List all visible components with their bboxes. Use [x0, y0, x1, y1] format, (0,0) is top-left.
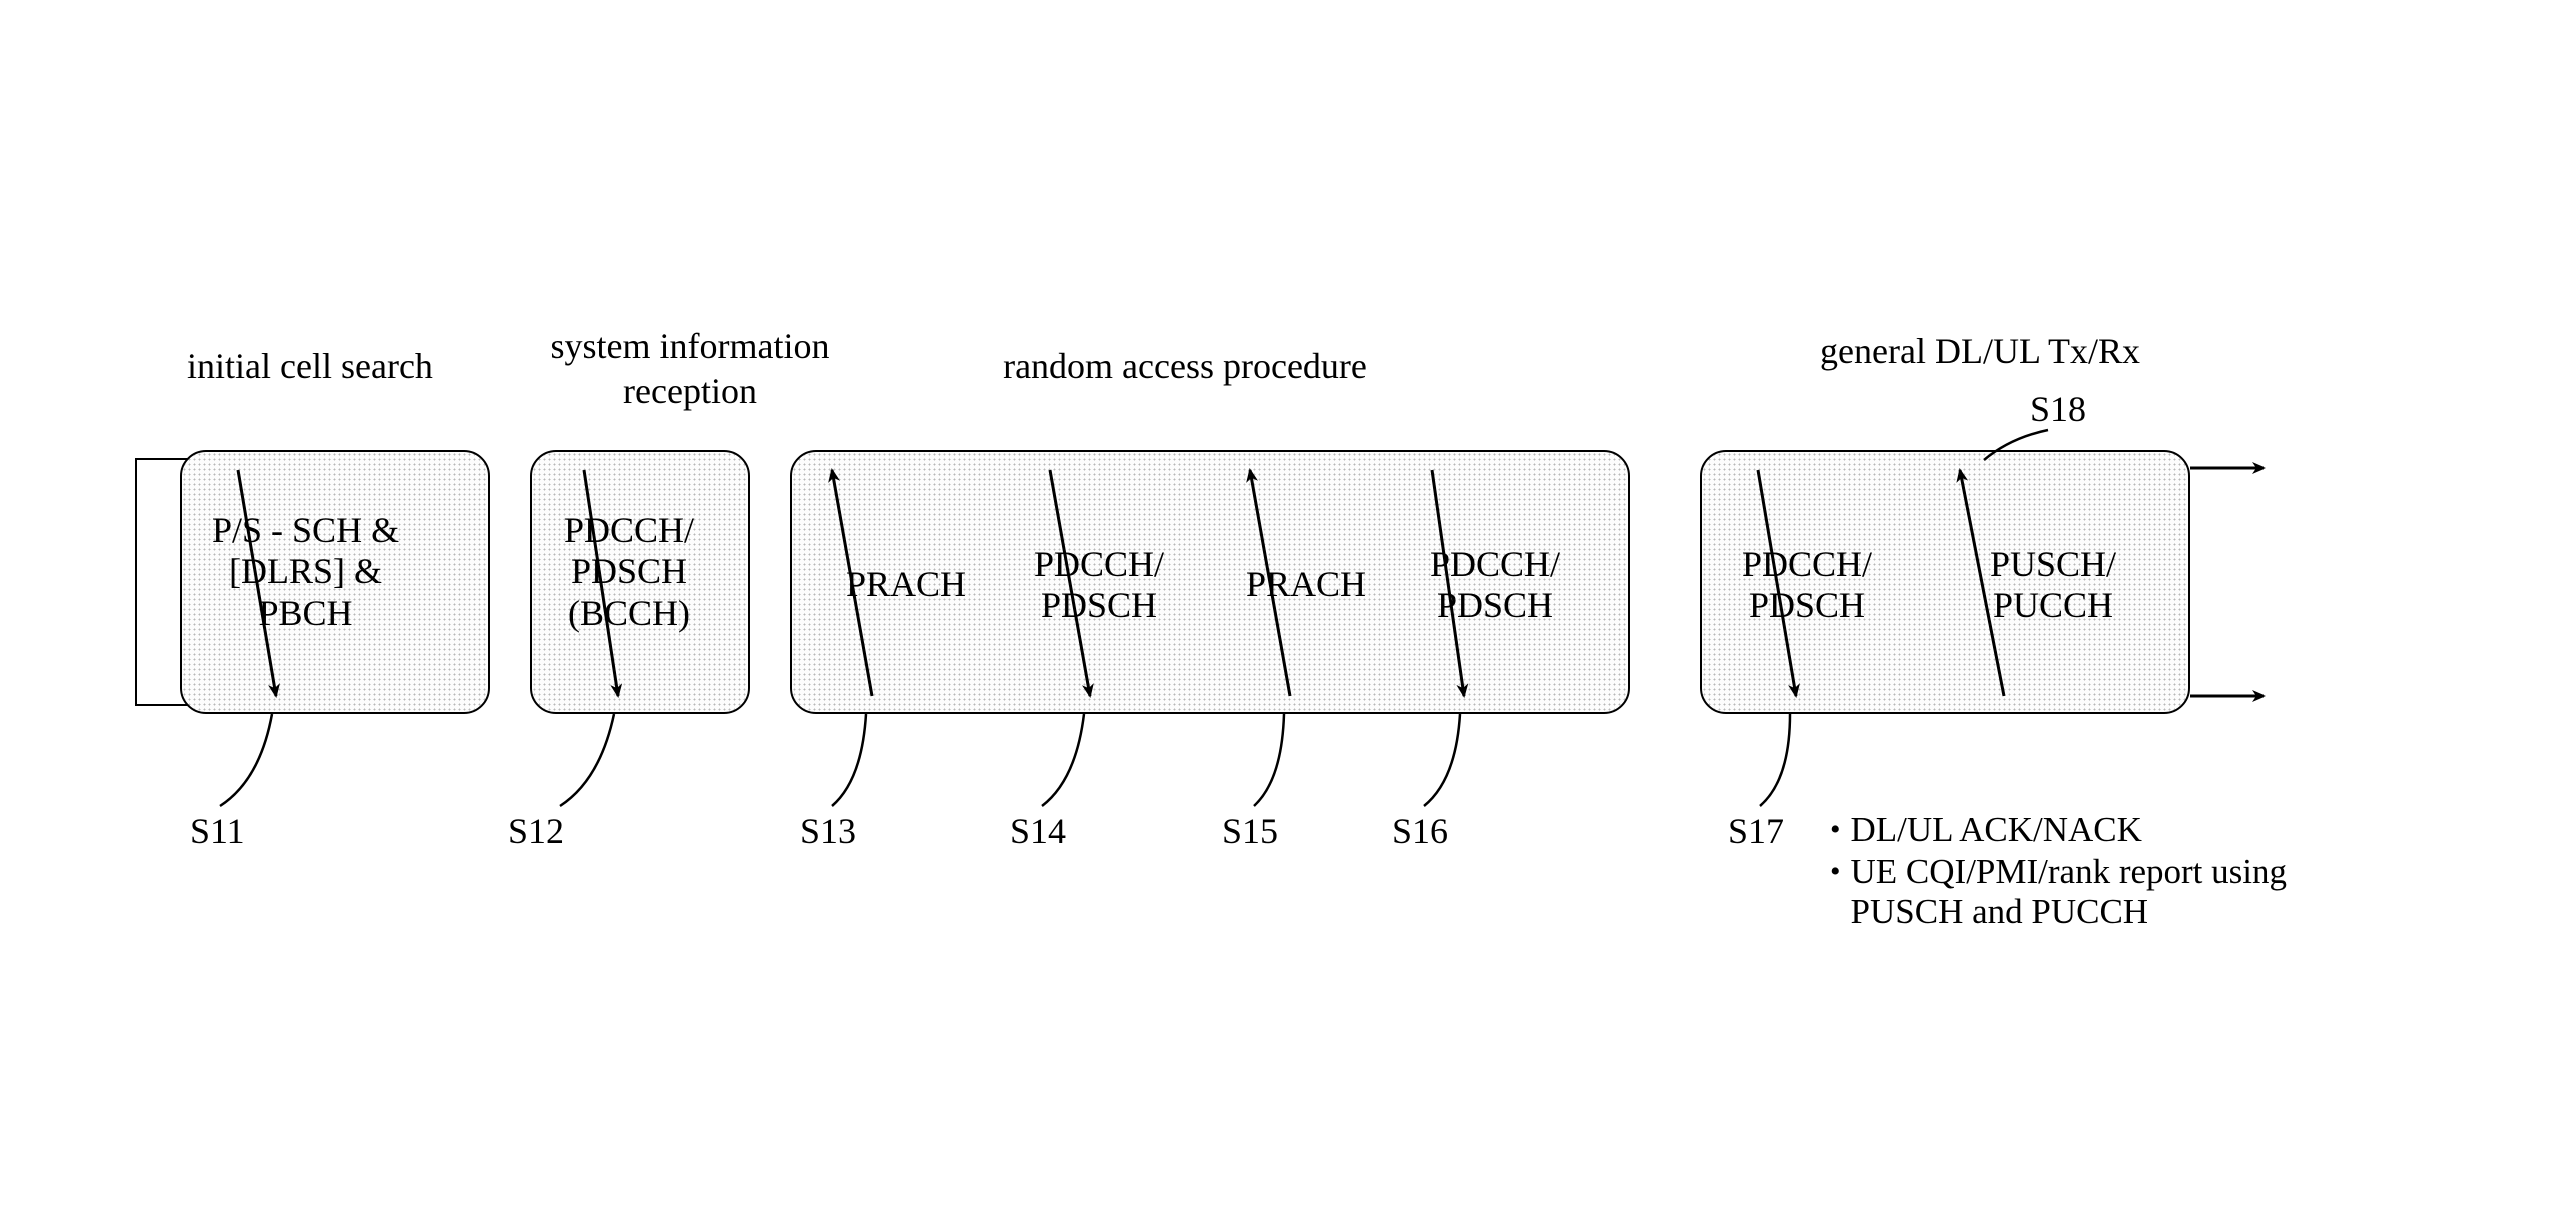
- label-s12: S12: [508, 810, 564, 852]
- hook-s16: [1424, 714, 1460, 806]
- block3-seg1-text: PDCCH/ PDSCH: [1034, 544, 1164, 627]
- block4-seg0-text: PDCCH/ PDSCH: [1742, 544, 1872, 627]
- title-system-info-line1: system information: [520, 325, 860, 367]
- label-s15: S15: [1222, 810, 1278, 852]
- bullet-1: UE CQI/PMI/rank report using PUSCH and P…: [1851, 852, 2287, 932]
- hook-s15: [1254, 714, 1284, 806]
- hook-s13: [832, 714, 866, 806]
- block3-seg0-text: PRACH: [846, 564, 966, 605]
- label-s13: S13: [800, 810, 856, 852]
- label-s17: S17: [1728, 810, 1784, 852]
- bullet-list: • DL/UL ACK/NACK • UE CQI/PMI/rank repor…: [1830, 810, 2287, 934]
- title-initial-cell-search: initial cell search: [160, 345, 460, 387]
- label-s18: S18: [2030, 388, 2086, 430]
- hook-s14: [1042, 714, 1084, 806]
- block3-seg3-text: PDCCH/ PDSCH: [1430, 544, 1560, 627]
- title-random-access: random access procedure: [960, 345, 1410, 387]
- bullet-dot-icon: •: [1830, 852, 1841, 892]
- label-s16: S16: [1392, 810, 1448, 852]
- title-general-txrx: general DL/UL Tx/Rx: [1780, 330, 2180, 372]
- label-s14: S14: [1010, 810, 1066, 852]
- label-s11: S11: [190, 810, 245, 852]
- block3-seg2-text: PRACH: [1246, 564, 1366, 605]
- block1-text: P/S - SCH & [DLRS] & PBCH: [212, 510, 399, 634]
- bullet-0: DL/UL ACK/NACK: [1851, 810, 2142, 850]
- hook-s11: [220, 714, 272, 806]
- block2-text: PDCCH/ PDSCH (BCCH): [564, 510, 694, 634]
- hook-s17: [1760, 714, 1790, 806]
- block4-seg1-text: PUSCH/ PUCCH: [1990, 544, 2116, 627]
- hook-s12: [560, 714, 614, 806]
- title-system-info-line2: reception: [520, 370, 860, 412]
- bullet-dot-icon: •: [1830, 810, 1841, 850]
